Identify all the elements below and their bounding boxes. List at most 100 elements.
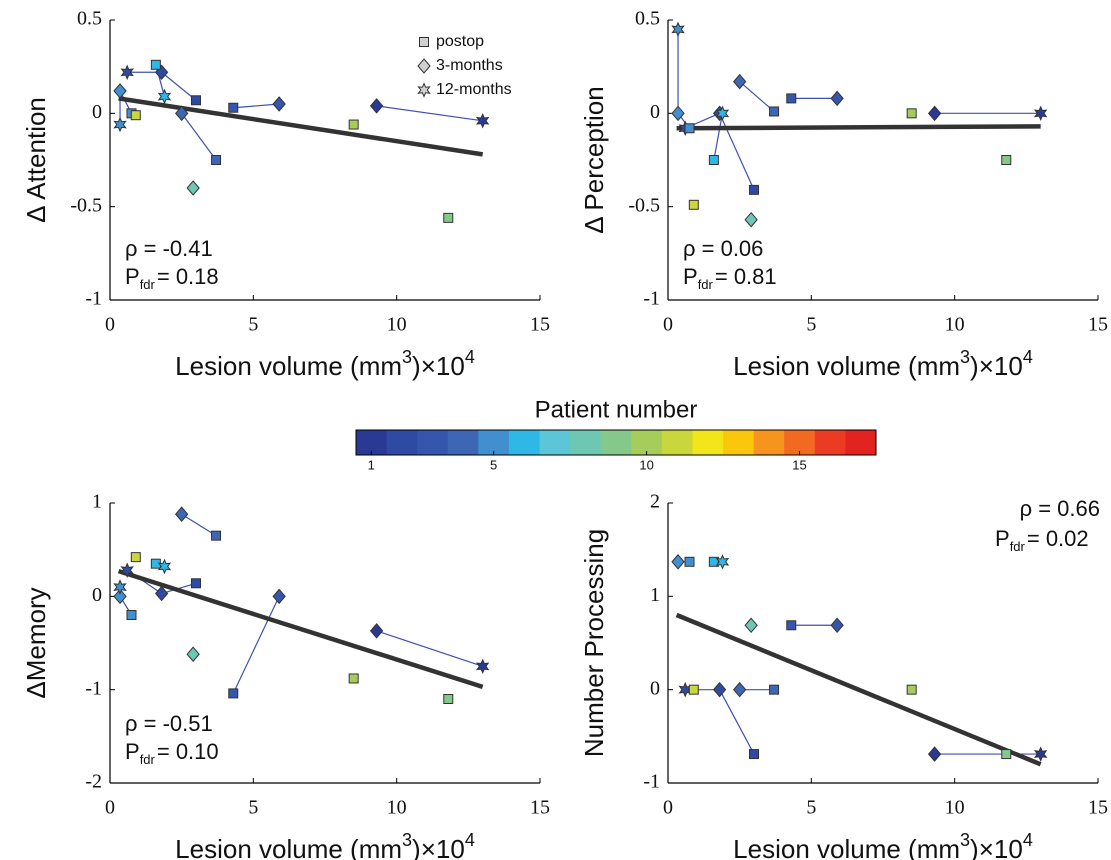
x-tick-label: 10 <box>945 314 965 336</box>
colorbar-swatch <box>356 430 388 455</box>
marker-diamond <box>671 554 685 570</box>
marker-star <box>1033 746 1048 762</box>
x-tick-label: 5 <box>248 314 258 336</box>
p-letter: P <box>683 264 698 289</box>
marker-square <box>443 212 454 223</box>
colorbar-tick-label: 1 <box>368 457 375 472</box>
colorbar-swatch <box>845 430 877 455</box>
colorbar-swatch <box>508 430 541 455</box>
x-tick-label: 10 <box>387 314 407 336</box>
patient-link <box>739 81 775 112</box>
colorbar-tick-label: 5 <box>490 457 497 472</box>
y-tick-label: 0.5 <box>77 8 102 30</box>
y-tick-label: 0 <box>92 101 102 123</box>
p-subscript: fdr <box>698 277 714 292</box>
p-letter: P <box>125 264 140 289</box>
patient-link <box>181 112 217 161</box>
marker-square <box>126 610 137 620</box>
x-tick-label: 0 <box>105 797 115 819</box>
p-letter: P <box>995 526 1010 551</box>
marker-square <box>150 59 161 70</box>
y-tick-label: -1 <box>643 771 660 793</box>
legend-label: postop <box>436 33 484 50</box>
legend-label: 3-months <box>436 57 503 74</box>
x-label-text: )×10 <box>970 351 1023 381</box>
x-tick-label: 15 <box>1088 314 1108 336</box>
rho-annotation: ρ = -0.51 <box>125 711 213 736</box>
p-annotation: Pfdr= 0.10 <box>125 739 219 768</box>
marker-square <box>191 578 201 589</box>
marker-square <box>749 184 759 195</box>
marker-square <box>749 749 759 760</box>
colorbar-swatch <box>631 430 663 455</box>
colorbar-frame <box>355 429 877 456</box>
marker-star <box>120 64 134 81</box>
marker-square <box>228 688 239 699</box>
marker-diamond <box>733 73 747 90</box>
marker-square <box>130 110 141 121</box>
x-axis-label: Lesion volume (mm3)×104 <box>733 830 1033 860</box>
y-axis-label: Δ Attention <box>21 97 51 223</box>
marker-diamond <box>186 180 200 196</box>
patient-link <box>713 113 724 161</box>
x-label-text: Lesion volume (mm <box>733 351 960 381</box>
y-axis-label: Number Processing <box>579 529 609 757</box>
x-tick-label: 5 <box>248 797 258 819</box>
marker-star <box>417 82 431 98</box>
p-value: = 0.18 <box>157 264 219 289</box>
x-tick-label: 10 <box>945 797 965 819</box>
colorbar-swatch <box>661 430 693 455</box>
patient-link <box>719 113 755 191</box>
y-tick-label: -0.5 <box>70 194 102 216</box>
x-tick-label: 0 <box>663 797 673 819</box>
x-label-text: )×10 <box>412 351 465 381</box>
marker-star <box>475 113 490 129</box>
y-tick-label: -1 <box>85 288 102 310</box>
x-axis-label: Lesion volume (mm3)×104 <box>175 347 475 381</box>
marker-square <box>684 123 695 134</box>
y-tick-label: 1 <box>650 584 660 606</box>
marker-square <box>684 556 695 567</box>
x-axis-label: Lesion volume (mm3)×104 <box>733 347 1033 381</box>
colorbar-swatch <box>723 430 755 455</box>
fit-line <box>676 124 1041 131</box>
y-tick-label: 0 <box>650 677 660 699</box>
marker-square <box>906 108 917 119</box>
patient-link <box>181 513 217 537</box>
p-annotation: Pfdr= 0.81 <box>683 264 777 293</box>
y-tick-label: 2 <box>650 491 660 513</box>
marker-diamond <box>830 617 844 634</box>
marker-diamond <box>712 681 727 698</box>
x-tick-label: 5 <box>806 797 816 819</box>
marker-square <box>906 684 917 695</box>
y-tick-label: -2 <box>85 771 102 793</box>
y-tick-label: 0.5 <box>635 8 660 30</box>
marker-diamond <box>830 90 844 107</box>
marker-square <box>769 106 780 117</box>
colorbar-tick-label: 15 <box>792 457 806 472</box>
marker-diamond <box>369 98 384 114</box>
p-subscript: fdr <box>140 277 156 292</box>
colorbar-swatch <box>478 430 510 455</box>
marker-diamond <box>272 96 286 112</box>
marker-square <box>348 673 359 684</box>
colorbar-swatch <box>753 430 785 455</box>
marker-diamond <box>369 623 384 639</box>
x-tick-label: 15 <box>530 314 550 336</box>
marker-diamond <box>175 506 189 522</box>
patient-link <box>161 71 197 101</box>
marker-square <box>211 155 222 165</box>
marker-diamond <box>417 58 431 74</box>
marker-square <box>419 37 429 47</box>
y-tick-label: 1 <box>92 491 102 513</box>
rho-annotation: ρ = 0.66 <box>1020 496 1100 521</box>
x-tick-label: 10 <box>387 797 407 819</box>
marker-star <box>113 116 127 133</box>
marker-star <box>1033 105 1048 122</box>
marker-star <box>475 658 490 675</box>
fit-line <box>675 612 1042 767</box>
marker-square <box>688 684 699 695</box>
legend-label: 12-months <box>436 81 512 98</box>
x-tick-label: 15 <box>530 797 550 819</box>
